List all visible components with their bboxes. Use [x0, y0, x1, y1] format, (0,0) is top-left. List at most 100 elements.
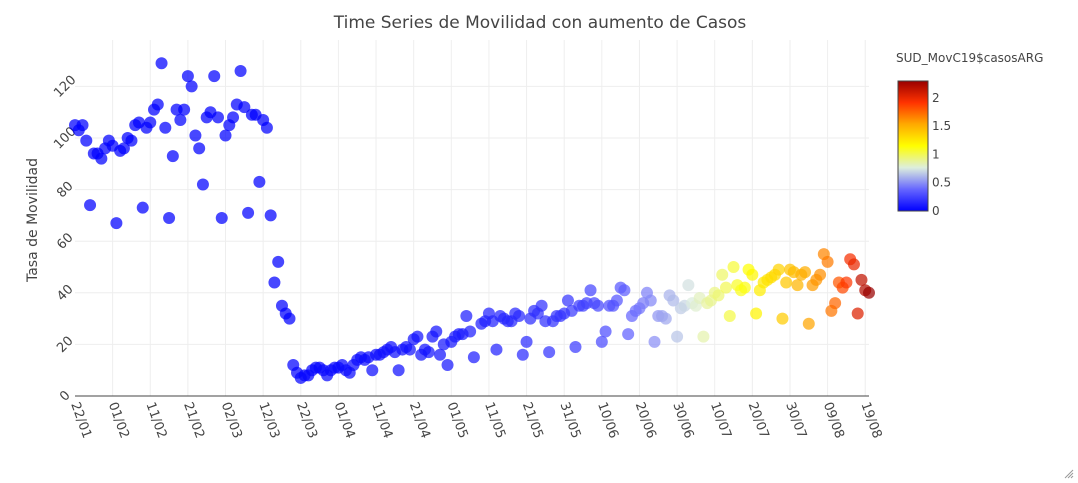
scatter-point[interactable] — [618, 284, 631, 297]
scatter-point[interactable] — [610, 294, 623, 307]
scatter-point[interactable] — [543, 346, 556, 359]
data-points[interactable] — [69, 57, 875, 384]
scatter-point[interactable] — [366, 364, 379, 377]
scatter-point[interactable] — [189, 129, 202, 142]
scatter-point[interactable] — [178, 103, 191, 116]
scatter-point[interactable] — [712, 289, 725, 302]
scatter-point[interactable] — [208, 70, 221, 83]
scatter-point[interactable] — [125, 134, 138, 147]
x-tick-label: 30/06 — [669, 400, 696, 440]
scatter-point[interactable] — [441, 359, 454, 372]
scatter-point[interactable] — [430, 325, 443, 338]
scatter-point[interactable] — [622, 328, 635, 341]
scatter-point[interactable] — [682, 279, 695, 292]
scatter-point[interactable] — [720, 281, 733, 294]
scatter-point[interactable] — [776, 312, 789, 325]
scatter-point[interactable] — [151, 98, 164, 111]
scatter-point[interactable] — [242, 206, 255, 219]
scatter-point[interactable] — [136, 201, 149, 214]
scatter-point[interactable] — [535, 299, 548, 312]
resize-handle-icon[interactable] — [1064, 469, 1074, 479]
scatter-point[interactable] — [95, 152, 108, 165]
scatter-point[interactable] — [584, 284, 597, 297]
scatter-point[interactable] — [411, 330, 424, 343]
scatter-point[interactable] — [144, 116, 157, 129]
scatter-point[interactable] — [234, 64, 247, 77]
scatter-point[interactable] — [648, 335, 661, 348]
scatter-point[interactable] — [780, 276, 793, 289]
scatter-point[interactable] — [215, 212, 228, 224]
scatter-point[interactable] — [155, 57, 168, 70]
x-tick-label: 11/02 — [143, 400, 170, 440]
scatter-point[interactable] — [569, 340, 582, 353]
scatter-point[interactable] — [716, 268, 729, 281]
scatter-point[interactable] — [227, 111, 240, 124]
scatter-point[interactable] — [110, 217, 123, 230]
scatter-point[interactable] — [840, 276, 853, 289]
scatter-point[interactable] — [219, 129, 232, 142]
scatter-point[interactable] — [490, 343, 503, 356]
scatter-point[interactable] — [434, 348, 447, 361]
scatter-point[interactable] — [667, 294, 680, 307]
scatter-point[interactable] — [561, 294, 574, 307]
scatter-point[interactable] — [117, 142, 130, 155]
scatter-point[interactable] — [723, 310, 736, 323]
scatter-point[interactable] — [181, 70, 194, 83]
x-tick-label: 21/05 — [519, 400, 546, 440]
scatter-point[interactable] — [592, 299, 605, 312]
scatter-point[interactable] — [520, 335, 533, 348]
scatter-point[interactable] — [253, 175, 266, 188]
scatter-point[interactable] — [460, 310, 473, 323]
scatter-point[interactable] — [595, 335, 608, 348]
scatter-point[interactable] — [814, 268, 827, 281]
scatter-point[interactable] — [264, 209, 277, 222]
scatter-point[interactable] — [84, 199, 97, 212]
scatter-point[interactable] — [746, 268, 759, 281]
scatter-point[interactable] — [599, 325, 612, 338]
scatter-point[interactable] — [185, 80, 198, 93]
scatter-point[interactable] — [464, 325, 477, 338]
scatter-point[interactable] — [855, 273, 868, 286]
x-tick-label: 31/05 — [556, 400, 583, 440]
scatter-point[interactable] — [799, 266, 812, 279]
scatter-point[interactable] — [238, 101, 251, 114]
scatter-point[interactable] — [211, 111, 224, 124]
scatter-point[interactable] — [516, 348, 529, 361]
scatter-point[interactable] — [163, 212, 176, 224]
scatter-point[interactable] — [193, 142, 206, 155]
scatter-point[interactable] — [392, 364, 405, 377]
scatter-point[interactable] — [268, 276, 281, 289]
scatter-point[interactable] — [403, 343, 416, 356]
y-tick-label: 80 — [54, 179, 76, 201]
colorbar-ticks: 0 0.5 1 1.5 2 — [932, 91, 951, 218]
scatter-point[interactable] — [283, 312, 296, 325]
scatter-point[interactable] — [644, 294, 657, 307]
scatter-point[interactable] — [659, 312, 672, 325]
scatter-point[interactable] — [76, 119, 89, 132]
scatter-point[interactable] — [738, 281, 751, 294]
scatter-point[interactable] — [863, 286, 875, 299]
scatter-point[interactable] — [513, 310, 526, 323]
scatter-point[interactable] — [159, 121, 172, 134]
scatter-point[interactable] — [196, 178, 209, 191]
scatter-point[interactable] — [166, 150, 179, 163]
scatter-point[interactable] — [847, 258, 860, 271]
scatter-point[interactable] — [791, 279, 804, 292]
scatter-point[interactable] — [772, 263, 785, 276]
scatter-point[interactable] — [272, 255, 285, 268]
scatter-point[interactable] — [671, 330, 684, 343]
scatter-point[interactable] — [727, 261, 740, 274]
scatter-point[interactable] — [829, 297, 842, 310]
y-tick-label: 20 — [54, 334, 76, 356]
scatter-point[interactable] — [422, 346, 435, 359]
scatter-point[interactable] — [174, 113, 187, 126]
scatter-point[interactable] — [802, 317, 815, 330]
scatter-point[interactable] — [467, 351, 480, 364]
scatter-point[interactable] — [260, 121, 273, 134]
scatter-point[interactable] — [80, 134, 93, 147]
scatter-point[interactable] — [750, 307, 763, 320]
x-tick-label: 12/03 — [255, 400, 282, 440]
scatter-point[interactable] — [697, 330, 710, 343]
scatter-point[interactable] — [851, 307, 864, 320]
scatter-point[interactable] — [821, 255, 834, 268]
